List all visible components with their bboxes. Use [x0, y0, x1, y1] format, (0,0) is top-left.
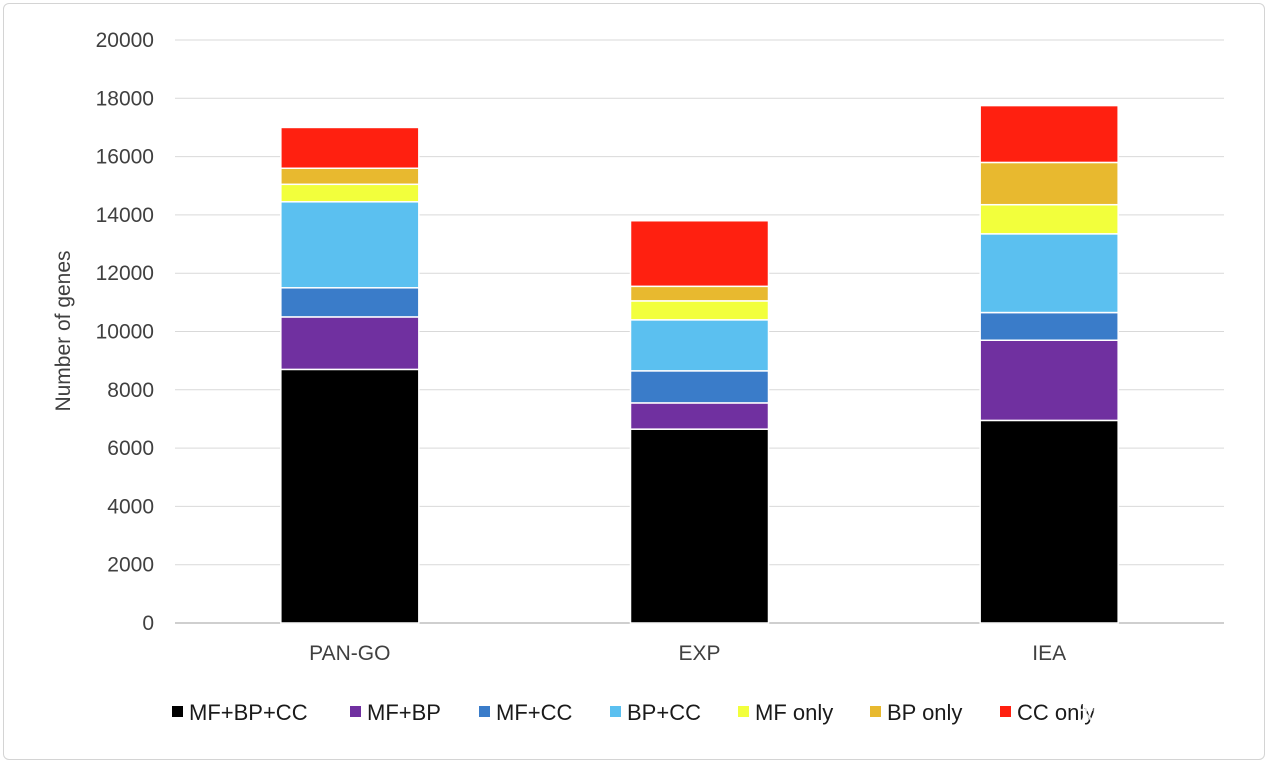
y-axis-ticks: 0 2000 4000 6000 8000 10000 12000 14000 16000 180… [96, 29, 154, 635]
legend-swatch [479, 706, 490, 717]
bar-segment [280, 368, 420, 624]
y-tick-label: 14000 [96, 204, 154, 227]
bar-segment [629, 319, 770, 372]
bar-segment [979, 104, 1119, 164]
legend-label: MF+BP [367, 700, 441, 725]
bar-segment [629, 219, 770, 288]
bar-segment [979, 339, 1119, 422]
bar-segment [280, 183, 420, 203]
legend-label: BP only [887, 700, 962, 725]
bar-segment [280, 316, 420, 371]
watermark: 知乎 @陶术 [1077, 696, 1236, 729]
bar-segment [979, 419, 1119, 624]
legend-label: MF+BP+CC [189, 700, 308, 725]
bar-segment [280, 287, 420, 318]
x-axis-ticks: PAN-GO EXP IEA [309, 642, 1066, 665]
legend-swatch [1000, 706, 1011, 717]
y-tick-label: 16000 [96, 146, 154, 169]
y-tick-label: 20000 [96, 29, 154, 52]
bar-segment [979, 311, 1119, 341]
y-tick-label: 4000 [107, 495, 154, 518]
legend-swatch [870, 706, 881, 717]
bar-segment [629, 370, 770, 404]
legend-swatch [738, 706, 749, 717]
bar-segment [280, 167, 420, 186]
legend-swatch [610, 706, 621, 717]
bar-segment [979, 233, 1119, 314]
legend-swatch [172, 706, 183, 717]
bar-segment [629, 285, 770, 302]
y-tick-label: 12000 [96, 262, 154, 285]
bar-segment [280, 201, 420, 289]
bar-segment [979, 161, 1119, 206]
bar-segment [280, 126, 420, 170]
legend-label: CC only [1017, 700, 1095, 725]
bar-segment [979, 203, 1119, 235]
x-tick-label: EXP [678, 642, 720, 665]
bar-segment [629, 428, 770, 624]
bars [280, 104, 1119, 624]
bar-segment [629, 402, 770, 430]
legend-label: MF only [755, 700, 833, 725]
y-tick-label: 10000 [96, 321, 154, 344]
y-axis-title: Number of genes [52, 250, 75, 411]
bar-segment [629, 300, 770, 321]
x-tick-label: IEA [1032, 642, 1066, 665]
x-tick-label: PAN-GO [309, 642, 390, 665]
legend-swatch [350, 706, 361, 717]
legend-label: BP+CC [627, 700, 701, 725]
y-tick-label: 8000 [107, 379, 154, 402]
legend: MF+BP+CC MF+BP MF+CC BP+CC MF only BP only CC … [172, 700, 1095, 725]
y-tick-label: 0 [142, 612, 154, 635]
legend-label: MF+CC [496, 700, 573, 725]
y-tick-label: 2000 [107, 554, 154, 577]
y-tick-label: 18000 [96, 87, 154, 110]
y-tick-label: 6000 [107, 437, 154, 460]
